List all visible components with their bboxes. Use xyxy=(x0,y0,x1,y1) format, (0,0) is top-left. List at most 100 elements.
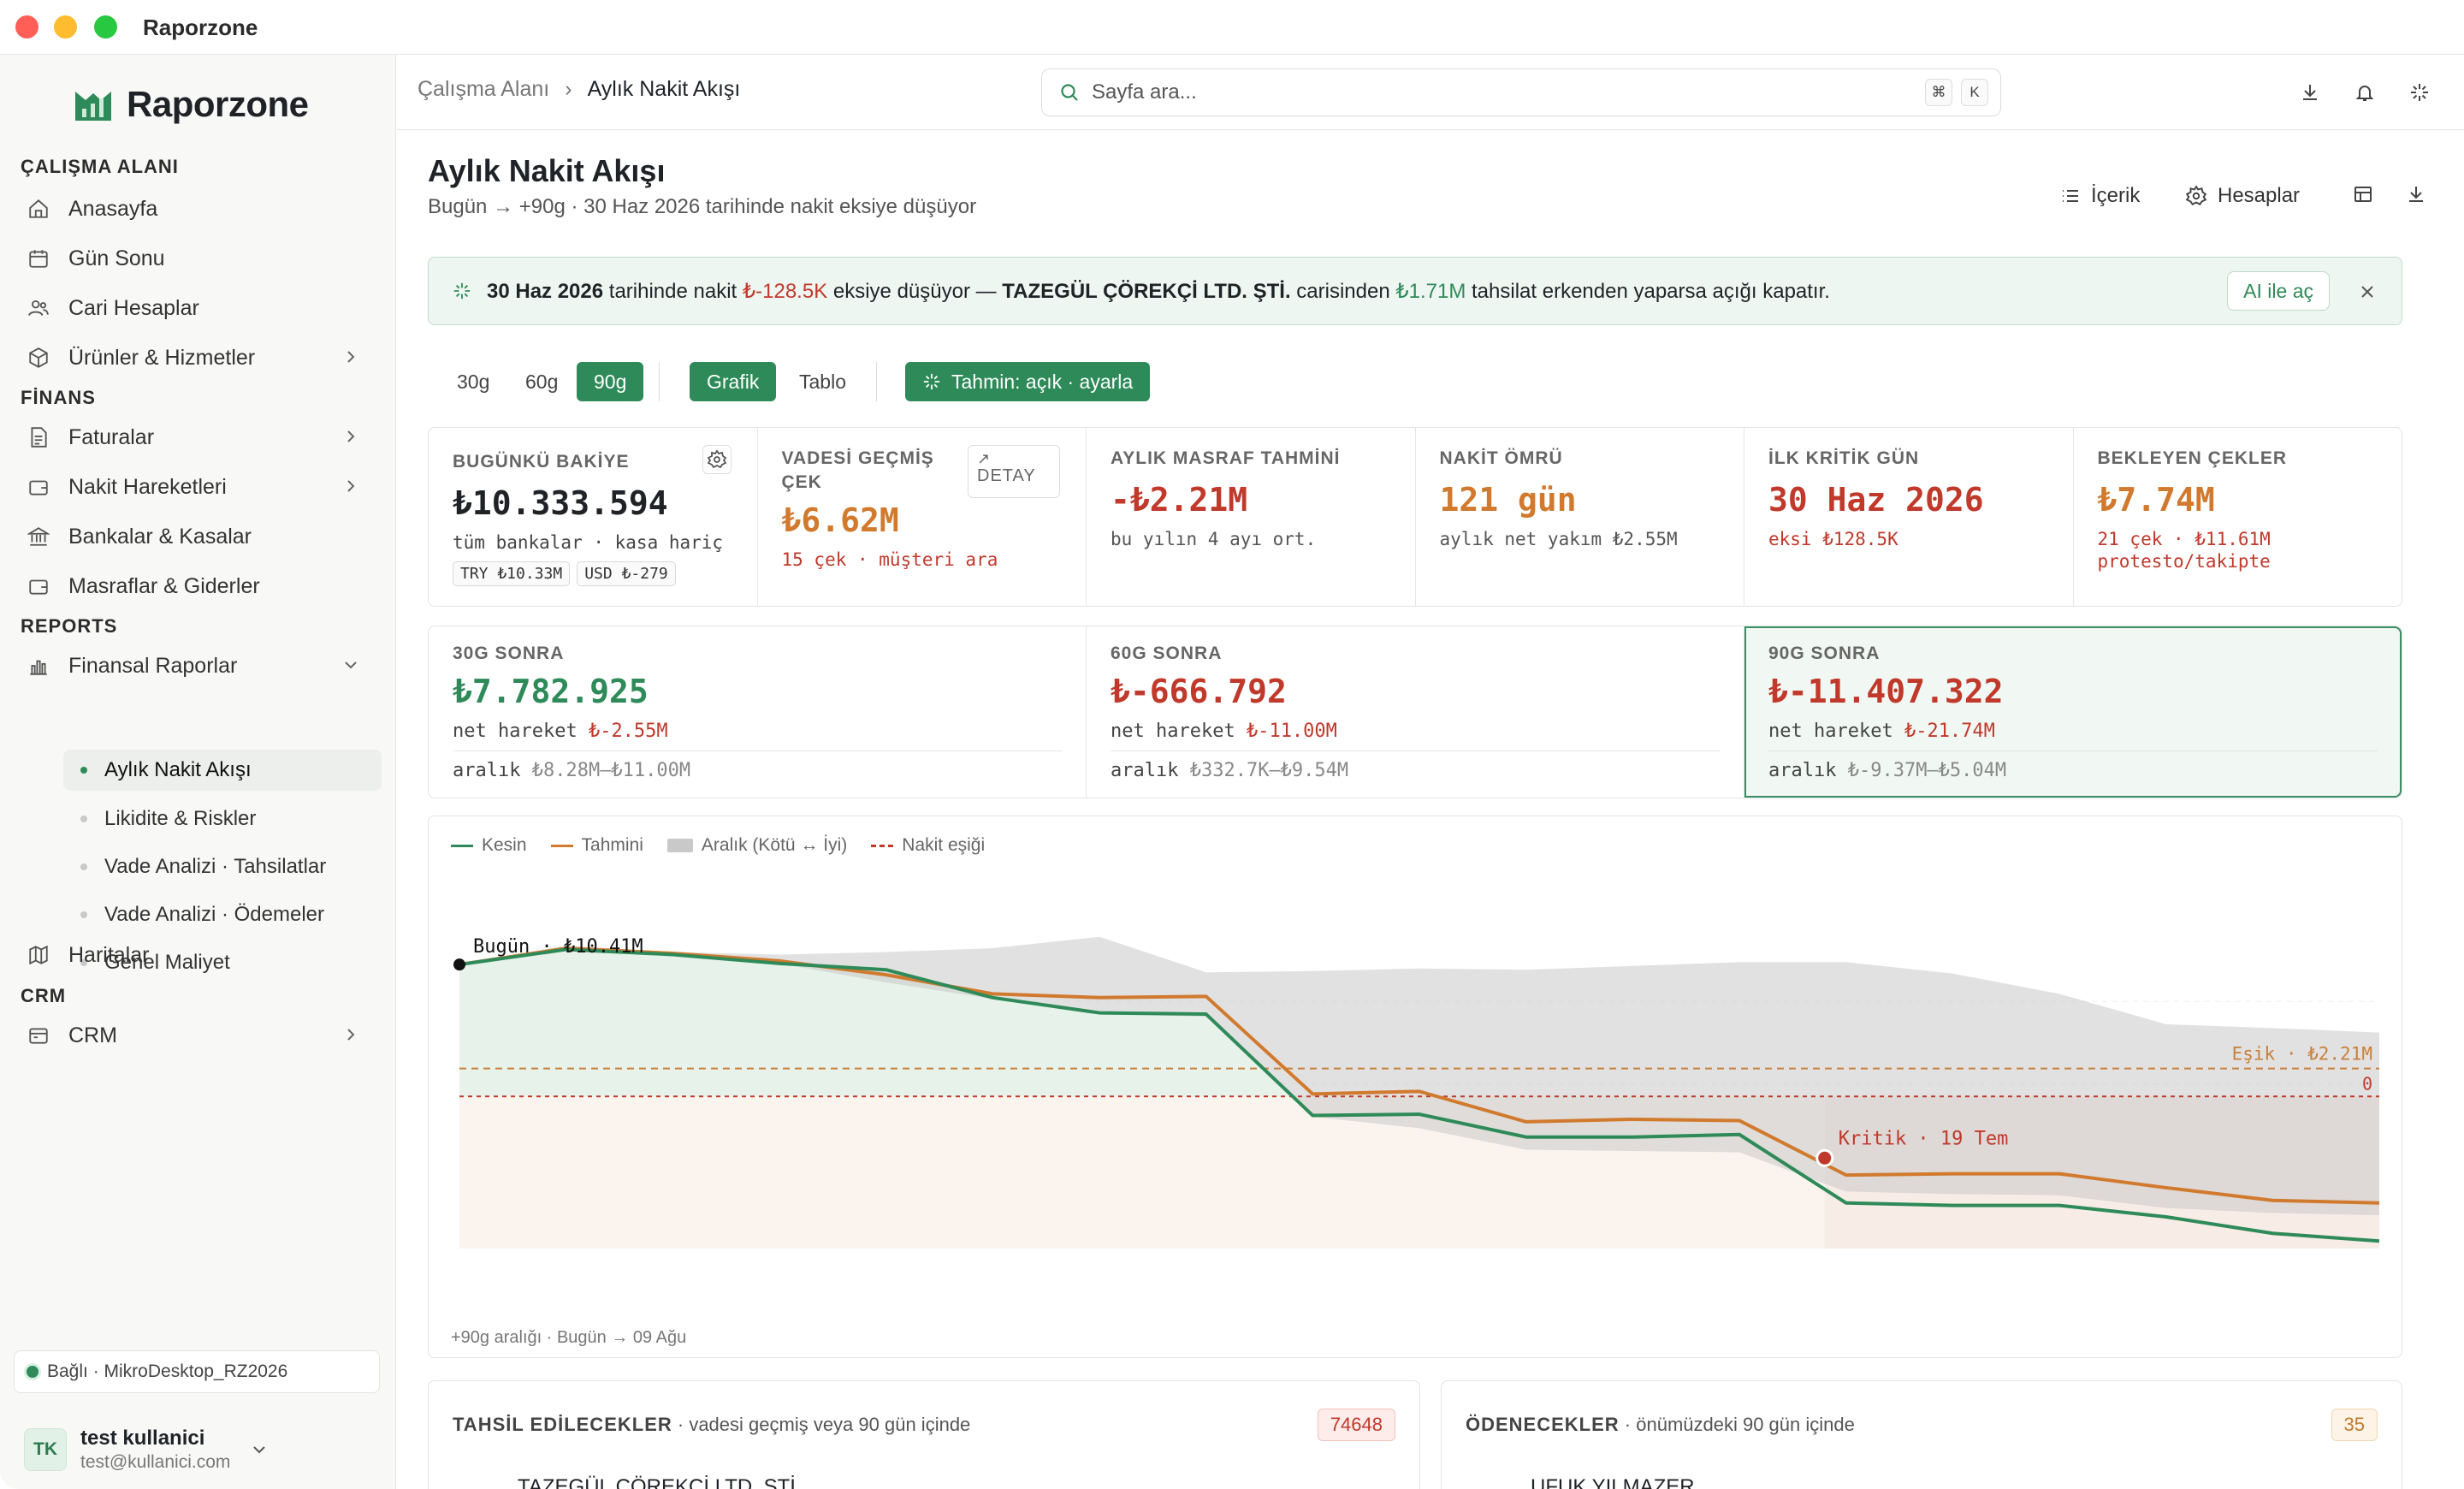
chevron-down-icon xyxy=(345,661,357,669)
forecast-label: 60G SONRA xyxy=(1111,644,1223,663)
title-bar: Raporzone xyxy=(0,0,2464,55)
accounts-label: Hesaplar xyxy=(2218,184,2301,207)
chart-canvas: Bugün · ₺10.41M Kritik · 19 Tem Eşik · ₺2.… xyxy=(453,936,2380,1249)
kpi-value: 121 gün xyxy=(1439,481,1577,519)
legend-item-aralik[interactable]: Aralık (Kötü ↔ İyi) xyxy=(666,835,847,856)
gear-icon[interactable] xyxy=(702,445,732,474)
forecast-range-label: aralık xyxy=(1111,760,1190,781)
kpi-value: -₺2.21M xyxy=(1111,481,1248,519)
card-subtitle: · önümüzdeki 90 gün içinde xyxy=(1619,1414,1855,1435)
open-with-ai-button[interactable]: AI ile aç xyxy=(2227,271,2330,311)
forecast-toggle-button[interactable]: Tahmin: açık · ayarla xyxy=(905,362,1151,401)
legend-item-tahmini[interactable]: Tahmini xyxy=(550,835,643,856)
forecast-90g[interactable]: 90G SONRA ₺-11.407.322 net hareket ₺-21.… xyxy=(1744,626,2402,798)
sidebar-item-accounts[interactable]: Cari Hesaplar xyxy=(21,287,380,329)
collections-card: TAHSİL EDİLECEKLER · vadesi geçmiş veya … xyxy=(428,1380,1420,1489)
close-window-button[interactable] xyxy=(15,15,38,39)
forecast-net-value: ₺-11.00M xyxy=(1246,721,1337,742)
sidebar-item-home[interactable]: Anasayfa xyxy=(21,187,380,230)
chevron-right-icon xyxy=(347,430,355,442)
maximize-window-button[interactable] xyxy=(94,15,117,39)
sidebar-subitem-liquidity[interactable]: Likidite & Riskler xyxy=(63,798,382,839)
sidebar-subitem-maturity-payments[interactable]: Vade Analizi · Ödemeler xyxy=(63,894,382,935)
kpi-value: 30 Haz 2026 xyxy=(1768,481,1984,519)
forecast-net: net hareket ₺-2.55M xyxy=(453,721,1062,742)
contents-label: İçerik xyxy=(2091,184,2141,207)
box-icon xyxy=(26,345,51,371)
sidebar-subitem-label: Vade Analizi · Tahsilatlar xyxy=(104,855,327,878)
kpi-value: ₺7.74M xyxy=(2097,481,2215,519)
kpi-sub: bu yılın 4 ayı ort. xyxy=(1111,529,1317,549)
chevron-right-icon xyxy=(347,1029,355,1041)
sidebar-subitem-label: Vade Analizi · Ödemeler xyxy=(104,903,325,926)
sidebar-item-crm[interactable]: CRM xyxy=(21,1014,380,1057)
bell-icon[interactable] xyxy=(2351,79,2378,106)
alert-banner: 30 Haz 2026 tarihinde nakit ₺-128.5K eks… xyxy=(428,257,2402,325)
series-line-kesin xyxy=(459,947,2380,1243)
kpi-label: ÇEK xyxy=(781,472,822,492)
card-title: TAHSİL EDİLECEKLER · vadesi geçmiş veya … xyxy=(453,1414,970,1436)
close-icon[interactable] xyxy=(2359,283,2376,300)
brand-name: Raporzone xyxy=(127,84,309,124)
table-view-icon[interactable] xyxy=(2353,184,2373,205)
export-icon[interactable] xyxy=(2406,184,2426,205)
alert-collect-amount: ₺1.71M xyxy=(1395,279,1466,303)
view-table-tab[interactable]: Tablo xyxy=(799,370,846,393)
chevron-right-icon xyxy=(347,480,355,492)
contents-button[interactable]: İçerik xyxy=(2060,184,2140,208)
kpi-sub: protesto/takipte xyxy=(2097,551,2271,572)
download-icon[interactable] xyxy=(2296,79,2324,106)
legend-item-kesin[interactable]: Kesin xyxy=(451,835,527,856)
accounts-button[interactable]: Hesaplar xyxy=(2185,184,2300,208)
sidebar-item-cash-moves[interactable]: Nakit Hareketleri xyxy=(21,466,380,508)
sidebar-item-banks[interactable]: Bankalar & Kasalar xyxy=(21,515,380,558)
user-menu[interactable]: TK test kullanici test@kullanici.com xyxy=(14,1411,382,1488)
bullet-icon xyxy=(80,863,87,870)
legend-item-esik[interactable]: Nakit eşiği xyxy=(871,835,985,856)
alert-company: TAZEGÜL ÇÖREKÇİ LTD. ŞTİ. xyxy=(1002,279,1291,303)
forecast-range-label: aralık xyxy=(453,760,532,781)
calendar-icon xyxy=(26,246,51,271)
forecast-range-value: ₺-9.37M–₺5.04M xyxy=(1847,760,2007,781)
search-input[interactable]: Sayfa ara... ⌘ K xyxy=(1041,68,2001,116)
list-item[interactable]: UFUK YILMAZER xyxy=(1531,1475,1695,1489)
range-60g-tab[interactable]: 60g xyxy=(525,370,559,393)
list-item[interactable]: TAZEGÜL ÇÖREKÇİ LTD. ŞTİ. xyxy=(518,1475,802,1489)
sidebar-item-expenses[interactable]: Masraflar & Giderler xyxy=(21,565,380,608)
sidebar-subitem-general-cost[interactable]: Genel Maliyet xyxy=(63,942,382,983)
range-30g-tab[interactable]: 30g xyxy=(457,370,490,393)
sparkle-icon xyxy=(923,373,940,390)
sidebar-subitem-label: Likidite & Riskler xyxy=(104,807,257,830)
view-chart-tab[interactable]: Grafik xyxy=(690,362,777,401)
kpi-label: AYLIK MASRAF TAHMİNİ xyxy=(1111,448,1341,468)
range-90g-tab[interactable]: 90g xyxy=(577,362,644,401)
brand[interactable]: Raporzone xyxy=(74,79,309,130)
search-icon xyxy=(1061,84,1078,101)
legend-label: Nakit eşiği xyxy=(902,835,986,855)
legend-swatch xyxy=(666,839,693,852)
sidebar-subitem-monthly-cashflow[interactable]: Aylık Nakit Akışı xyxy=(63,750,382,791)
map-icon xyxy=(26,942,51,968)
detail-button[interactable]: ↗ DETAY xyxy=(968,445,1060,498)
kpi-sub-link[interactable]: 15 çek · müşteri ara xyxy=(781,549,998,570)
critical-point xyxy=(1815,1148,1834,1167)
minimize-window-button[interactable] xyxy=(54,15,77,39)
sidebar-item-day-end[interactable]: Gün Sonu xyxy=(21,237,380,280)
sidebar-item-products[interactable]: Ürünler & Hizmetler xyxy=(21,336,380,379)
alert-text-part: eksiye düşüyor — xyxy=(827,279,1003,303)
sidebar-item-financial-reports[interactable]: Finansal Raporlar xyxy=(21,644,380,687)
sidebar-item-invoices[interactable]: Faturalar xyxy=(21,416,380,459)
sidebar-subitem-maturity-collections[interactable]: Vade Analizi · Tahsilatlar xyxy=(63,846,382,887)
connection-status[interactable]: Bağlı · MikroDesktop_RZ2026 xyxy=(14,1350,380,1393)
sidebar-item-maps[interactable]: Haritalar xyxy=(21,934,380,976)
count-badge: 35 xyxy=(2331,1409,2378,1441)
sparkle-icon[interactable] xyxy=(2406,79,2433,106)
section-finance: FİNANS xyxy=(21,387,96,408)
home-icon xyxy=(26,196,51,222)
page-subtitle: Bugün → +90g · 30 Haz 2026 tarihinde nak… xyxy=(428,195,977,218)
forecast-label: 30G SONRA xyxy=(453,644,565,663)
breadcrumb-root[interactable]: Çalışma Alanı xyxy=(418,77,550,101)
sparkle-icon xyxy=(453,282,471,300)
bullet-icon xyxy=(80,959,87,966)
page-title: Aylık Nakit Akışı xyxy=(428,153,666,188)
